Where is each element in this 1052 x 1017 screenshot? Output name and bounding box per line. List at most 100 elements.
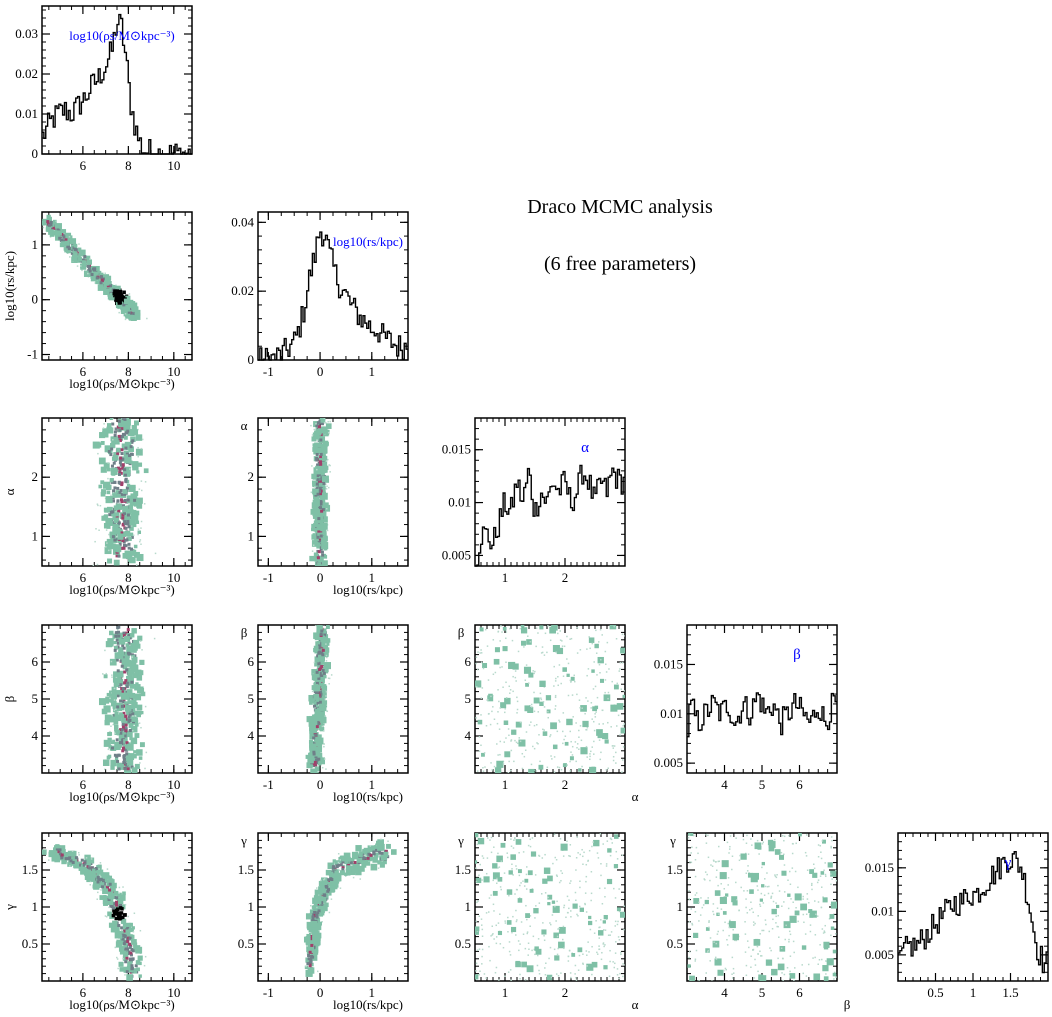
density-cell: [124, 690, 128, 694]
density-cell: [129, 445, 133, 449]
density-cell: [109, 884, 115, 890]
sample-dot: [567, 960, 570, 962]
density-cell: [115, 544, 120, 549]
sample-dot: [616, 923, 619, 926]
density-cell: [525, 913, 530, 918]
sample-dot: [535, 905, 537, 907]
sample-dot: [506, 852, 509, 854]
density-cell: [551, 625, 558, 631]
density-cell: [320, 488, 325, 493]
density-cell: [48, 229, 54, 235]
sample-dot: [97, 891, 99, 894]
density-cell: [66, 235, 73, 242]
density-cell: [547, 875, 553, 882]
density-cell: [69, 861, 73, 866]
density-cell: [140, 691, 146, 697]
density-cell: [117, 533, 124, 540]
histogram-param-label: α: [581, 440, 589, 456]
density-cell: [319, 676, 325, 682]
density-cell: [115, 738, 119, 742]
density-cell: [335, 875, 342, 882]
density-cell: [319, 433, 323, 437]
density-cell: [120, 918, 127, 924]
sample-dot: [76, 265, 79, 267]
density-cell: [319, 492, 323, 496]
density-points: [309, 418, 332, 569]
sample-dot: [525, 731, 528, 733]
density-cell: [521, 640, 526, 646]
sample-dot: [624, 964, 625, 966]
density-cell: [135, 448, 143, 456]
density-cell: [129, 692, 136, 699]
sample-dot: [526, 866, 528, 868]
sample-dot: [499, 913, 501, 915]
sample-dot: [98, 529, 100, 531]
sample-dot: [553, 685, 555, 687]
density-cell: [113, 896, 117, 900]
density-cell: [321, 653, 325, 657]
sample-dot: [154, 552, 157, 555]
sample-dot: [492, 639, 495, 641]
density-cell: [126, 522, 130, 526]
sample-dot: [499, 753, 501, 756]
sample-dot: [605, 671, 608, 673]
sample-dot: [112, 418, 114, 419]
sample-dot: [611, 842, 614, 844]
sample-dot: [580, 739, 583, 742]
density-cell: [78, 863, 82, 867]
sample-dot: [599, 672, 601, 674]
y-axis-label: β: [458, 625, 465, 640]
sample-dot: [616, 725, 618, 727]
x-tick-label: 6: [80, 570, 87, 585]
density-cell: [135, 682, 139, 686]
sample-dot: [135, 564, 138, 566]
density-cell: [118, 472, 122, 476]
density-cell: [311, 757, 319, 765]
density-cell: [126, 645, 133, 652]
sample-dot: [537, 632, 539, 634]
density-cell: [316, 625, 323, 626]
y-tick-label: 0: [32, 146, 39, 161]
sample-dot: [560, 768, 563, 771]
sample-dot: [516, 708, 519, 711]
density-points: [42, 844, 147, 981]
x-tick-label: 10: [167, 158, 180, 173]
density-cell: [119, 903, 123, 907]
sample-dot: [494, 671, 497, 674]
sample-dot: [550, 755, 552, 757]
density-cell: [111, 906, 115, 910]
sample-dot: [601, 902, 604, 905]
density-cell: [119, 529, 123, 533]
sample-dot: [602, 943, 604, 945]
sample-dot: [484, 628, 487, 631]
sample-dot: [102, 673, 104, 675]
density-cell: [86, 873, 90, 878]
density-cell: [310, 962, 314, 967]
y-tick-label: 0.015: [442, 442, 471, 457]
density-cell: [98, 484, 103, 489]
density-cell: [319, 480, 323, 484]
sample-dot: [569, 679, 572, 682]
sample-dot: [498, 700, 500, 703]
x-axis-label: log10(ρs/M⊙kpc⁻³): [69, 997, 174, 1012]
density-cell: [526, 639, 532, 645]
density-cell: [122, 540, 126, 544]
x-tick-label: 8: [125, 570, 132, 585]
density-cell: [320, 418, 326, 423]
sample-dot: [475, 685, 478, 688]
density-cell: [591, 961, 598, 968]
sample-dot: [525, 664, 528, 666]
density-cell: [494, 767, 502, 773]
sample-dot: [318, 567, 320, 569]
sample-dot: [310, 904, 312, 907]
density-cell: [109, 478, 114, 483]
density-cell: [115, 295, 119, 299]
density-cell: [118, 647, 124, 653]
sample-dot: [608, 975, 611, 978]
sample-dot: [591, 945, 593, 948]
sample-dot: [69, 865, 71, 867]
sample-dot: [554, 708, 556, 710]
density-cell: [320, 664, 324, 668]
